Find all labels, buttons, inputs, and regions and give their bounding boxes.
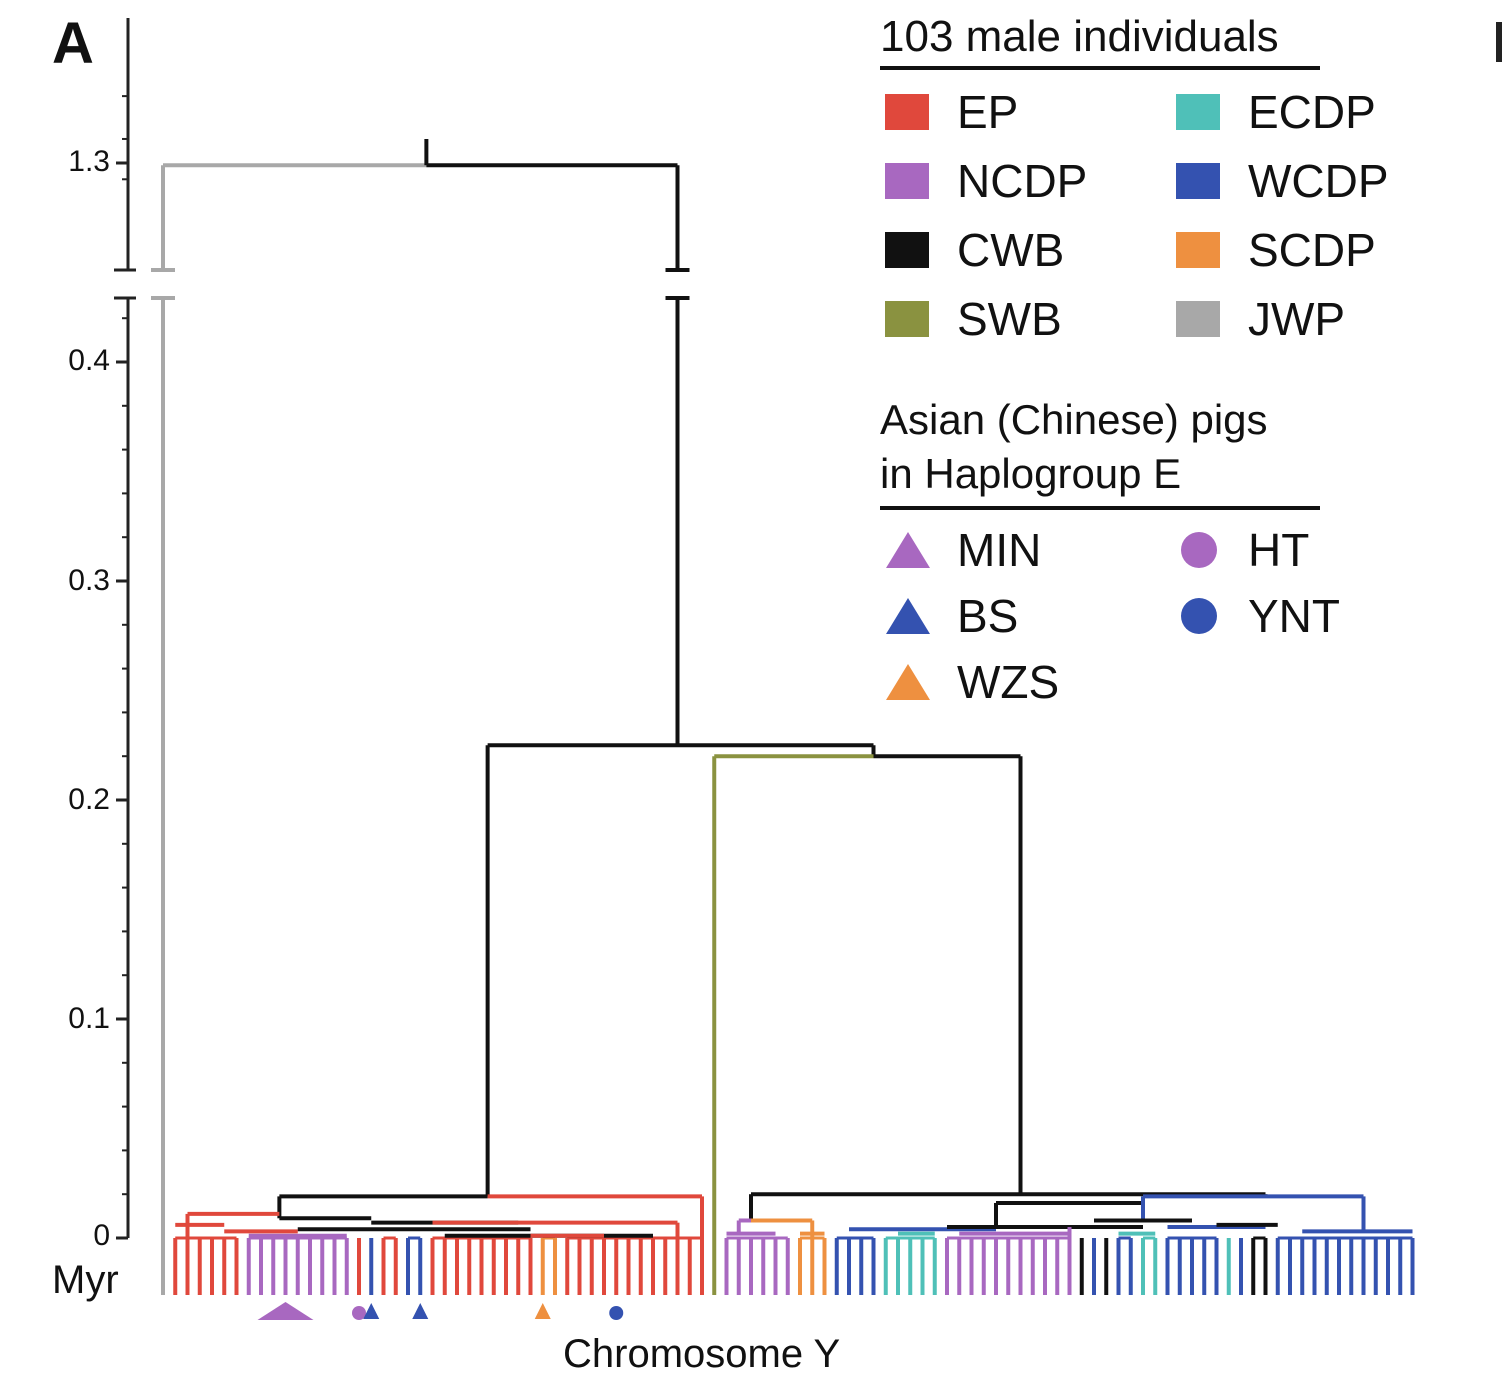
marker-bs (412, 1303, 429, 1319)
legend-label-min: MIN (957, 524, 1042, 576)
y-tick-label-0: 0 (93, 1219, 110, 1252)
haplogroup-title-line-1: Asian (Chinese) pigs (880, 396, 1268, 443)
x-axis-label: Chromosome Y (563, 1332, 841, 1376)
legend-title-rule (880, 66, 1320, 70)
y-tick-label-0-1: 0.1 (68, 1002, 110, 1035)
y-axis-label: Myr (52, 1258, 119, 1302)
y-tick-label-0-2: 0.2 (68, 783, 110, 816)
y-tick-label-0-4: 0.4 (68, 344, 110, 377)
legend-entry-swb: SWB (885, 291, 1062, 347)
triangle-icon (886, 664, 930, 700)
legend-label-wcdp: WCDP (1248, 155, 1389, 207)
legend-swatch-jwp (1176, 301, 1220, 337)
legend-label-cwb: CWB (957, 224, 1065, 276)
legend-entry-ynt: YNT (1176, 588, 1340, 644)
legend-entry-wzs: WZS (885, 654, 1059, 710)
legend-entry-min: MIN (885, 522, 1041, 578)
cropped-panel-edge (1496, 22, 1502, 62)
circle-icon (1181, 598, 1217, 634)
legend-swatch-ncdp (885, 163, 929, 199)
marker-min (257, 1302, 314, 1320)
legend-swatch-ecdp (1176, 94, 1220, 130)
legend-entry-scdp: SCDP (1176, 222, 1376, 278)
legend-title: 103 male individuals (880, 12, 1279, 61)
panel-label: A (52, 11, 94, 76)
haplogroup-title-line-2: in Haplogroup E (880, 450, 1182, 497)
legend-swatch-ep (885, 94, 929, 130)
circle-icon (1181, 532, 1217, 568)
legend-label-ep: EP (957, 86, 1019, 138)
y-tick-label-0-3: 0.3 (68, 564, 110, 597)
haplogroup-title-rule (880, 506, 1320, 510)
legend-swatch-scdp (1176, 232, 1220, 268)
legend-entry-ncdp: NCDP (885, 153, 1087, 209)
haplogroup-legend-title: Asian (Chinese) pigs in Haplogroup E (880, 393, 1268, 501)
legend-entry-jwp: JWP (1176, 291, 1345, 347)
marker-ynt (609, 1306, 624, 1320)
legend-swatch-cwb (885, 232, 929, 268)
legend-label-jwp: JWP (1248, 293, 1346, 345)
legend-entry-ht: HT (1176, 522, 1309, 578)
triangle-icon (886, 598, 930, 634)
legend-swatch-swb (885, 301, 929, 337)
legend-entry-ep: EP (885, 84, 1018, 140)
legend-label-scdp: SCDP (1248, 224, 1376, 276)
marker-wzs (534, 1303, 551, 1319)
legend-entry-cwb: CWB (885, 222, 1064, 278)
legend-swatch-wcdp (1176, 163, 1220, 199)
legend-entry-bs: BS (885, 588, 1018, 644)
legend-label-bs: BS (957, 590, 1019, 642)
legend-entry-wcdp: WCDP (1176, 153, 1389, 209)
legend-label-wzs: WZS (957, 656, 1060, 708)
legend-entry-ecdp: ECDP (1176, 84, 1376, 140)
legend-label-ynt: YNT (1248, 590, 1340, 642)
marker-bs (363, 1303, 380, 1319)
y-tick-label-1-3: 1.3 (68, 145, 110, 178)
legend-label-ht: HT (1248, 524, 1310, 576)
legend-label-swb: SWB (957, 293, 1062, 345)
marker-ht (352, 1306, 366, 1320)
triangle-icon (886, 532, 930, 568)
legend-label-ncdp: NCDP (957, 155, 1088, 207)
legend-label-ecdp: ECDP (1248, 86, 1376, 138)
